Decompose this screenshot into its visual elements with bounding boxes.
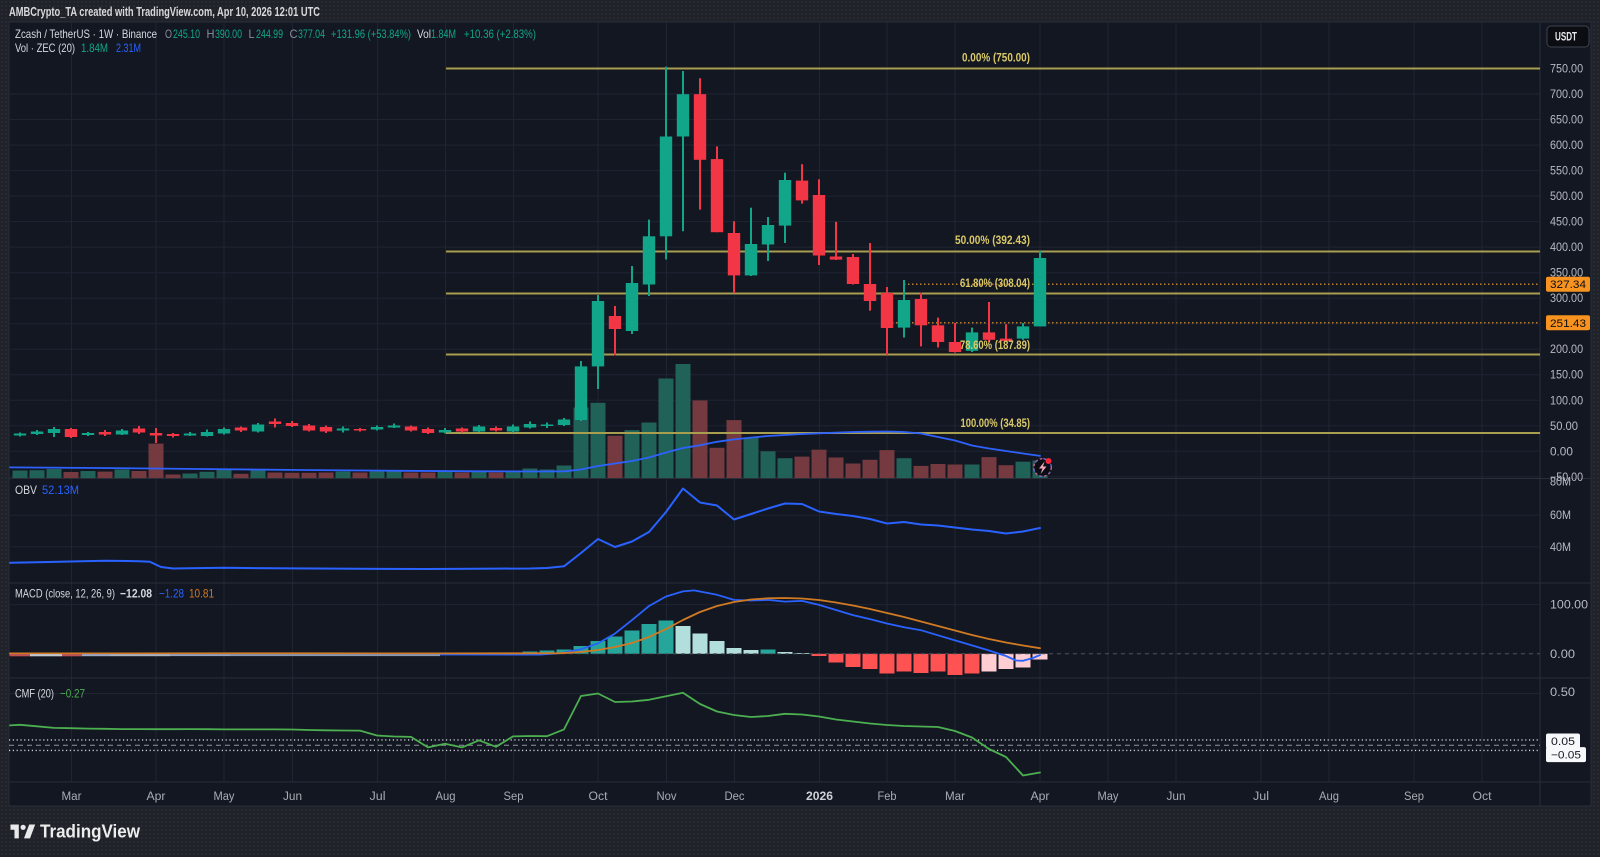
svg-text:USDT: USDT (1555, 32, 1577, 44)
svg-text:1.84M: 1.84M (431, 27, 456, 41)
svg-text:550.00: 550.00 (1550, 166, 1583, 178)
svg-text:0.50: 0.50 (1550, 687, 1575, 699)
svg-text:CMF (20): CMF (20) (15, 687, 54, 701)
svg-text:O: O (165, 27, 172, 41)
svg-text:Oct: Oct (589, 791, 609, 803)
svg-text:−1.28: −1.28 (159, 587, 184, 601)
svg-text:0.00: 0.00 (1550, 446, 1573, 458)
svg-text:Feb: Feb (878, 791, 897, 803)
svg-text:78.60% (187.89): 78.60% (187.89) (960, 340, 1030, 352)
svg-text:0.05: 0.05 (1551, 736, 1575, 748)
svg-text:TradingView: TradingView (40, 821, 141, 842)
svg-text:390.00: 390.00 (215, 27, 242, 41)
svg-text:AMBCrypto_TA created with Trad: AMBCrypto_TA created with TradingView.co… (9, 5, 320, 19)
svg-text:1.84M: 1.84M (81, 41, 108, 55)
svg-text:Jul: Jul (370, 791, 386, 803)
svg-text:Aug: Aug (436, 791, 456, 803)
svg-text:Vol: Vol (417, 27, 431, 41)
svg-text:L: L (249, 27, 255, 41)
svg-text:350.00: 350.00 (1550, 268, 1583, 280)
svg-text:Aug: Aug (1319, 791, 1339, 803)
svg-text:52.13M: 52.13M (42, 483, 79, 497)
svg-text:Jun: Jun (1167, 791, 1186, 803)
svg-text:Sep: Sep (504, 791, 524, 803)
svg-text:100.00: 100.00 (1550, 395, 1583, 407)
svg-text:Jun: Jun (283, 791, 302, 803)
svg-text:May: May (214, 791, 235, 803)
svg-text:50.00% (392.43): 50.00% (392.43) (955, 235, 1030, 247)
svg-text:2026: 2026 (806, 791, 833, 803)
svg-text:MACD (close, 12, 26, 9): MACD (close, 12, 26, 9) (15, 587, 115, 601)
svg-text:Vol · ZEC (20): Vol · ZEC (20) (15, 41, 75, 55)
svg-text:200.00: 200.00 (1550, 344, 1583, 356)
svg-text:40M: 40M (1550, 542, 1571, 554)
svg-text:700.00: 700.00 (1550, 89, 1583, 101)
svg-text:450.00: 450.00 (1550, 217, 1583, 229)
svg-text:60M: 60M (1550, 510, 1571, 522)
svg-text:400.00: 400.00 (1550, 242, 1583, 254)
svg-text:Sep: Sep (1404, 791, 1424, 803)
svg-text:May: May (1098, 791, 1119, 803)
svg-text:100.00% (34.85): 100.00% (34.85) (961, 418, 1031, 430)
svg-text:50.00: 50.00 (1550, 421, 1578, 433)
svg-text:Mar: Mar (62, 791, 82, 803)
svg-text:750.00: 750.00 (1550, 64, 1583, 76)
svg-text:0.00% (750.00): 0.00% (750.00) (962, 53, 1030, 65)
svg-text:Dec: Dec (725, 791, 745, 803)
svg-text:C: C (290, 27, 298, 41)
svg-text:OBV: OBV (15, 483, 37, 497)
svg-text:300.00: 300.00 (1550, 293, 1583, 305)
svg-text:650.00: 650.00 (1550, 115, 1583, 127)
svg-text:Apr: Apr (1031, 791, 1050, 803)
svg-text:10.81: 10.81 (189, 587, 214, 601)
svg-text:Nov: Nov (657, 791, 677, 803)
svg-text:80M: 80M (1550, 476, 1571, 488)
svg-text:+10.36 (+2.83%): +10.36 (+2.83%) (464, 27, 536, 41)
svg-text:251.43: 251.43 (1550, 318, 1586, 330)
svg-text:−50.00: −50.00 (1550, 472, 1583, 484)
svg-text:0.00: 0.00 (1550, 649, 1575, 661)
svg-text:−12.08: −12.08 (120, 587, 152, 601)
svg-text:−0.27: −0.27 (60, 687, 85, 701)
svg-text:Oct: Oct (1473, 791, 1493, 803)
svg-text:+131.96 (+53.84%): +131.96 (+53.84%) (331, 27, 411, 41)
svg-text:Apr: Apr (147, 791, 166, 803)
svg-text:600.00: 600.00 (1550, 140, 1583, 152)
svg-text:100.00: 100.00 (1550, 600, 1588, 612)
svg-text:Zcash / TetherUS · 1W · Binanc: Zcash / TetherUS · 1W · Binance (15, 27, 157, 41)
svg-text:150.00: 150.00 (1550, 370, 1583, 382)
svg-text:245.10: 245.10 (173, 27, 200, 41)
svg-text:244.99: 244.99 (256, 27, 283, 41)
svg-text:H: H (207, 27, 215, 41)
svg-text:327.34: 327.34 (1550, 279, 1586, 291)
svg-text:−0.05: −0.05 (1551, 750, 1581, 762)
svg-text:Mar: Mar (945, 791, 965, 803)
svg-text:Jul: Jul (1253, 791, 1269, 803)
svg-text:377.04: 377.04 (298, 27, 325, 41)
svg-text:2.31M: 2.31M (116, 41, 141, 55)
svg-text:61.80% (308.04): 61.80% (308.04) (960, 278, 1030, 290)
svg-text:500.00: 500.00 (1550, 191, 1583, 203)
